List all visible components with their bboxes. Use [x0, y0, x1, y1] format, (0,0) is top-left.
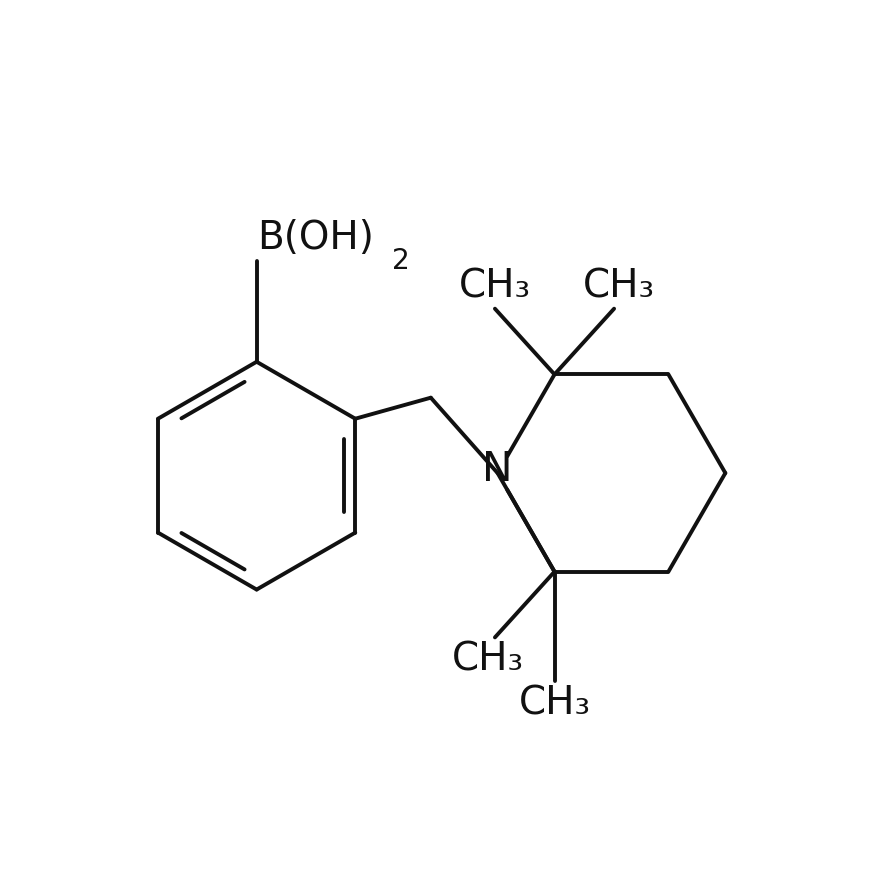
Text: B(OH): B(OH) [256, 219, 374, 256]
Text: CH₃: CH₃ [459, 267, 531, 305]
Text: N: N [482, 450, 513, 490]
Text: CH₃: CH₃ [452, 641, 524, 679]
Text: CH₃: CH₃ [519, 684, 591, 723]
Text: CH₃: CH₃ [582, 267, 654, 305]
Text: 2: 2 [392, 247, 410, 275]
